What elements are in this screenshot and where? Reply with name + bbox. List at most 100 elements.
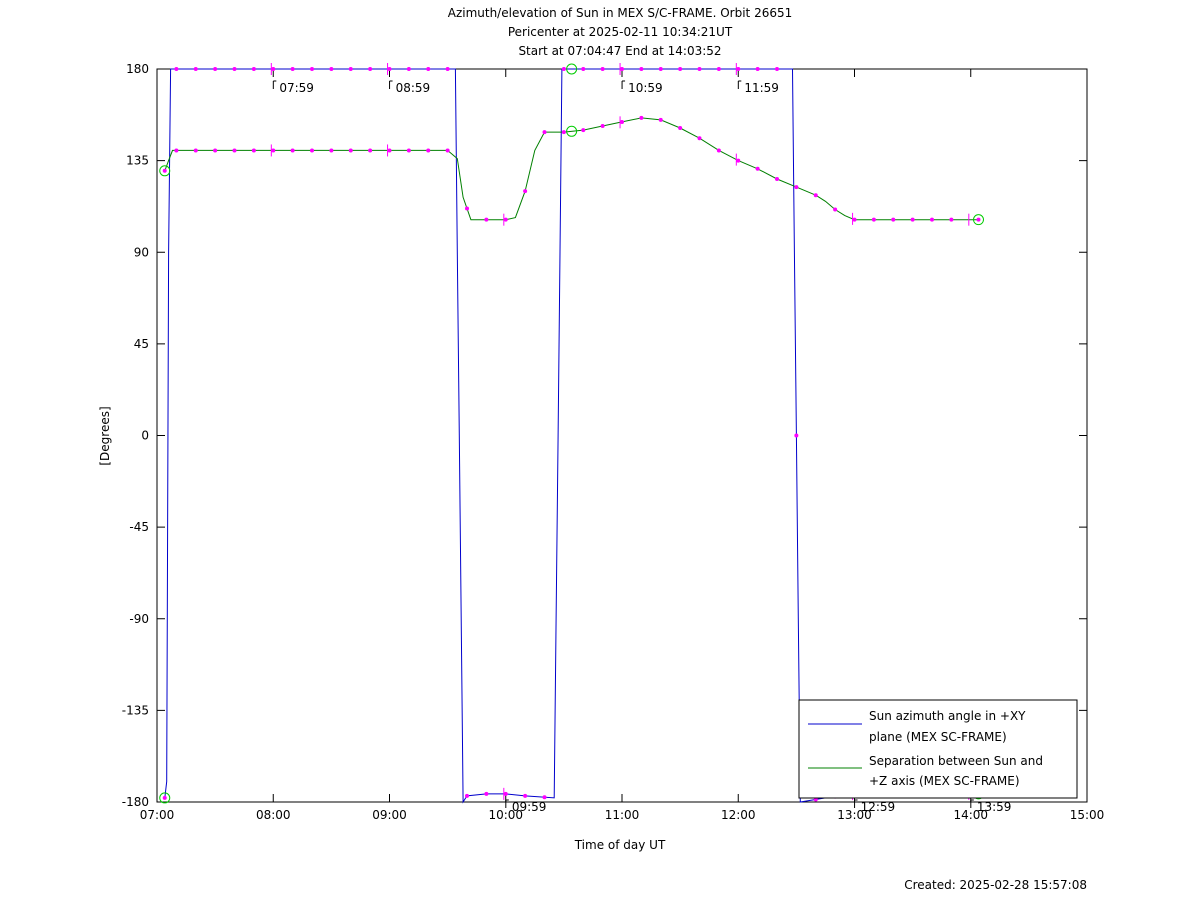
marker-separation [542,130,547,135]
legend-label-azimuth-line2: plane (MEX SC-FRAME) [869,730,1007,744]
hour-tick-label: 09:59 [512,800,547,814]
marker-separation [484,217,489,222]
x-tick-label: 10:00 [488,808,523,822]
marker-separation [290,148,295,153]
marker-azimuth [523,793,528,798]
marker-separation [794,185,799,190]
marker-separation [232,148,237,153]
marker-separation [775,176,779,181]
x-tick-label: 13:00 [837,808,872,822]
marker-azimuth [193,67,198,71]
marker-azimuth [310,67,314,71]
y-tick-label: 45 [134,337,149,351]
y-tick-label: -135 [122,703,149,717]
marker-azimuth [736,67,741,71]
marker-separation [930,217,934,222]
marker-separation [193,148,198,153]
x-axis-label: Time of day UT [574,838,666,852]
marker-separation [465,206,469,211]
y-tick-label: -180 [122,795,149,809]
marker-azimuth [329,67,334,71]
marker-azimuth [484,791,489,796]
legend-label-separation-line1: Separation between Sun and [869,754,1043,768]
marker-azimuth [561,67,566,71]
marker-separation [445,148,450,153]
marker-azimuth [503,791,508,796]
marker-separation [697,136,702,141]
marker-separation [581,128,586,133]
marker-azimuth [213,67,218,71]
hour-tick-label: 10:59 [628,81,663,95]
title-line-2: Pericenter at 2025-02-11 10:34:21UT [508,25,733,39]
chart-title: Azimuth/elevation of Sun in MEX S/C-FRAM… [448,6,793,58]
marker-azimuth [232,67,237,71]
marker-azimuth [581,67,586,71]
legend-box [798,699,1078,799]
marker-separation [871,217,876,222]
marker-separation [426,148,431,153]
circle-marker-azimuth [566,63,578,75]
marker-azimuth [271,67,276,71]
marker-azimuth [794,433,799,438]
marker-separation [213,148,218,153]
marker-separation [387,148,392,153]
marker-separation [678,126,683,131]
marker-separation [348,148,353,153]
created-timestamp: Created: 2025-02-28 15:57:08 [904,878,1087,892]
y-tick-label: 135 [126,154,149,168]
marker-separation [755,166,760,171]
hour-tick-label: 13:59 [977,800,1012,814]
marker-separation [251,148,256,153]
marker-azimuth [406,67,411,71]
x-tick-label: 15:00 [1070,808,1105,822]
marker-azimuth [639,67,644,71]
series-layer [164,68,979,804]
marker-azimuth [775,67,779,71]
marker-separation [503,217,508,222]
x-tick-label: 09:00 [372,808,407,822]
y-tick-label: -90 [129,612,149,626]
marker-separation [852,217,857,222]
marker-separation [813,193,818,198]
y-tick-label: 90 [134,245,149,259]
legend: Sun azimuth angle in +XY plane (MEX SC-F… [798,699,1078,799]
y-axis: 180 135 90 45 0 -45 -90 -135 -180 [122,62,1087,809]
marker-azimuth [162,795,167,800]
marker-separation [976,217,981,222]
marker-azimuth [697,67,702,71]
series-line-separation [164,117,979,221]
circle-marker-separation [566,125,578,137]
legend-label-azimuth-line1: Sun azimuth angle in +XY [869,709,1026,723]
x-tick-label: 07:00 [140,808,175,822]
hour-tick-label: 11:59 [744,81,779,95]
plot-frame [156,68,1088,803]
circle-marker-separation [159,165,171,177]
marker-separation [162,168,167,173]
marker-azimuth [716,67,721,71]
series-line-azimuth [164,68,979,804]
y-tick-label: 180 [126,62,149,76]
marker-azimuth [290,67,295,71]
marker-azimuth [426,67,431,71]
marker-separation [329,148,334,153]
marker-separation [910,217,915,222]
hour-tick-layer: 07:59 08:59 09:59 10:59 11:59 12:59 13:59 [272,80,1012,814]
y-tick-label: -45 [129,520,149,534]
marker-separation [891,217,896,222]
y-tick-label: 0 [141,429,149,443]
marker-azimuth [348,67,353,71]
marker-separation [271,148,276,153]
marker-separation [310,148,314,153]
hour-tick-label: 07:59 [279,81,314,95]
marker-azimuth [251,67,256,71]
marker-separation [620,119,624,124]
marker-separation [174,148,179,153]
marker-separation [523,189,528,194]
marker-azimuth [600,67,605,71]
marker-separation [716,148,721,153]
marker-separation [600,124,605,129]
marker-layer [159,63,984,804]
marker-azimuth [368,67,373,71]
title-line-3: Start at 07:04:47 End at 14:03:52 [518,44,721,58]
x-tick-label: 14:00 [953,808,988,822]
